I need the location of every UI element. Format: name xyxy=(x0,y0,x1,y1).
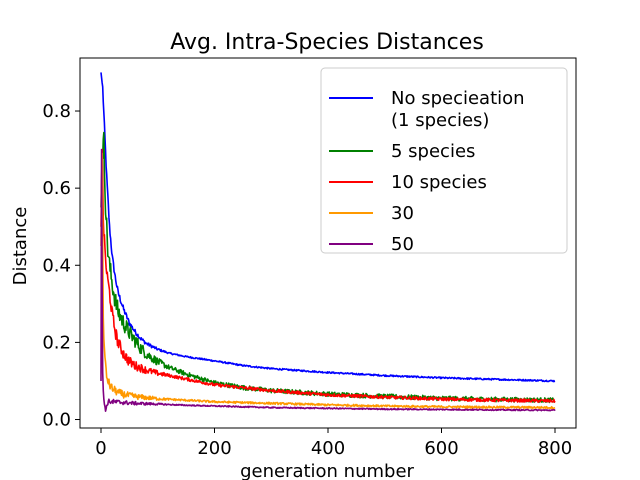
legend-label-0: No specieation xyxy=(391,88,525,109)
series-line-2 xyxy=(100,148,556,403)
x-tick-label: 0 xyxy=(95,438,106,459)
legend-label-1: 5 species xyxy=(391,141,475,162)
legend-label-2: 10 species xyxy=(391,172,487,193)
x-tick-label: 600 xyxy=(424,438,458,459)
y-tick-label: 0.4 xyxy=(42,255,71,276)
x-tick-label: 400 xyxy=(311,438,345,459)
series-line-0 xyxy=(100,72,556,383)
legend: No specieation(1 species) 5 species 10 spe… xyxy=(320,67,568,255)
y-tick-label: 0.8 xyxy=(42,101,71,122)
plot-area xyxy=(100,72,556,412)
legend-label-0: (1 species) xyxy=(391,110,489,131)
x-axis-title: generation number xyxy=(240,461,414,480)
series-line-4 xyxy=(100,148,556,412)
series-line-3 xyxy=(100,152,556,410)
chart-title: Avg. Intra-Species Distances xyxy=(170,30,484,55)
y-axis-title: Distance xyxy=(10,207,31,286)
x-tick-label: 800 xyxy=(538,438,572,459)
axes: 0 200 400 600 800 0.0 0.2 0.4 0.6 0.8 xyxy=(42,57,577,459)
y-tick-label: 0.2 xyxy=(42,332,71,353)
y-tick-label: 0.6 xyxy=(42,178,71,199)
legend-box xyxy=(320,67,568,254)
y-tick-label: 0.0 xyxy=(42,410,71,431)
legend-label-4: 50 xyxy=(391,234,414,255)
x-tick-label: 200 xyxy=(197,438,231,459)
legend-label-3: 30 xyxy=(391,203,414,224)
